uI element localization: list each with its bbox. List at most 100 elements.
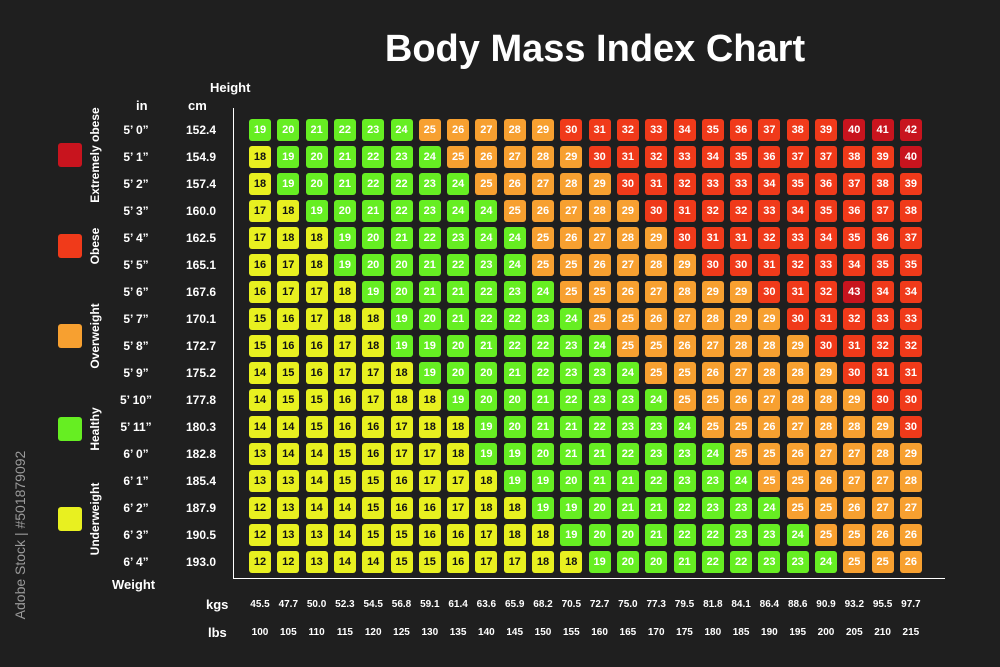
bmi-cell: 34 [701,146,724,168]
height-in-label: 6’ 3” [123,528,149,542]
bmi-cell: 24 [503,227,526,249]
bmi-cell: 22 [362,146,385,168]
weight-lb-label: 180 [704,627,722,638]
bmi-cell: 17 [447,497,470,519]
bmi-cell: 14 [305,443,328,465]
bmi-cell: 34 [815,227,837,249]
bmi-cell: 29 [560,146,583,168]
height-in-label: 5’ 1” [123,150,149,164]
bmi-cell: 14 [333,524,356,546]
bmi-cell: 23 [786,551,809,573]
bmi-cell: 33 [730,173,753,195]
legend-label: Underweight [88,482,102,556]
bmi-cell: 19 [277,173,300,195]
bmi-cell: 28 [616,227,639,249]
bmi-cell: 18 [390,362,413,384]
bmi-cell: 29 [730,308,753,330]
weight-kg-label: 77.3 [646,599,666,610]
bmi-cell: 39 [815,119,837,141]
bmi-cell: 13 [277,470,300,492]
weight-kg-label: 59.1 [420,599,440,610]
bmi-cell: 14 [362,551,385,573]
weight-lb-label: 135 [449,627,467,638]
bmi-cell: 18 [249,146,271,168]
weight-lb-label: 170 [647,627,665,638]
height-in-label: 5’ 2” [123,177,149,191]
weight-kg-label: 52.3 [335,599,355,610]
bmi-cell: 32 [730,200,753,222]
bmi-cell: 35 [730,146,753,168]
bmi-cell: 12 [249,551,271,573]
bmi-cell: 16 [249,254,271,276]
weight-lb-label: 125 [393,627,410,638]
bmi-cell: 25 [758,470,781,492]
height-in-label: 5’ 11” [120,420,152,434]
weight-lb-label: 155 [562,627,580,638]
bmi-cell: 25 [560,254,583,276]
bmi-cell: 21 [532,389,554,411]
bmi-cell: 22 [701,551,724,573]
kgs-header: kgs [206,597,229,612]
bmi-cell: 16 [305,335,328,357]
bmi-cell: 27 [843,443,866,465]
bmi-cell: 20 [475,362,498,384]
bmi-cell: 28 [786,362,809,384]
bmi-cell: 30 [645,200,668,222]
bmi-cell: 24 [786,524,809,546]
bmi-cell: 26 [673,335,696,357]
bmi-cell: 16 [362,416,385,438]
bmi-cell: 19 [588,551,611,573]
height-in-label: 5’ 9” [123,366,149,380]
bmi-cell: 30 [786,308,809,330]
bmi-cell: 14 [305,497,328,519]
weight-kg-label: 65.9 [504,599,525,610]
bmi-cell: 21 [673,551,696,573]
bmi-cell: 37 [871,200,894,222]
bmi-cell: 14 [277,416,300,438]
bmi-cell: 17 [249,200,271,222]
bmi-cell: 34 [786,200,809,222]
bmi-cell: 19 [390,335,413,357]
bmi-cell: 35 [871,254,894,276]
bmi-cell: 26 [560,227,583,249]
bmi-cell: 19 [475,443,498,465]
bmi-cell: 31 [588,119,611,141]
height-cm-label: 182.8 [185,447,216,461]
bmi-cell: 20 [362,227,385,249]
bmi-cell: 23 [503,281,526,303]
height-in-label: 5’ 6” [123,285,149,299]
bmi-cell: 16 [362,443,385,465]
bmi-cell: 24 [588,335,611,357]
weight-lb-label: 115 [336,627,353,638]
bmi-cell: 17 [475,524,498,546]
bmi-cell: 20 [475,389,498,411]
bmi-cell: 27 [701,335,724,357]
bmi-cell: 28 [532,146,554,168]
bmi-cell: 25 [588,281,611,303]
bmi-cell: 24 [815,551,837,573]
bmi-cell: 19 [277,146,300,168]
bmi-cell: 17 [333,335,356,357]
bmi-cell: 24 [730,470,753,492]
bmi-cell: 39 [871,146,894,168]
bmi-cell: 21 [390,227,413,249]
bmi-cell: 24 [390,119,413,141]
legend-swatch [58,507,82,531]
bmi-cell: 27 [588,227,611,249]
bmi-cell: 26 [758,416,781,438]
bmi-cell: 25 [701,416,724,438]
bmi-cell: 15 [390,524,413,546]
bmi-cell: 15 [418,551,441,573]
height-cm-label: 190.5 [185,528,216,542]
bmi-cell: 29 [843,389,866,411]
bmi-cell: 32 [616,119,639,141]
bmi-cell: 30 [730,254,753,276]
bmi-cell: 25 [475,173,498,195]
bmi-cell: 15 [333,470,356,492]
bmi-cell: 37 [815,146,837,168]
bmi-cell: 28 [560,173,583,195]
bmi-cell: 20 [588,524,611,546]
weight-kg-label: 93.2 [844,599,865,610]
bmi-cell: 23 [758,551,781,573]
bmi-cell: 25 [673,362,696,384]
